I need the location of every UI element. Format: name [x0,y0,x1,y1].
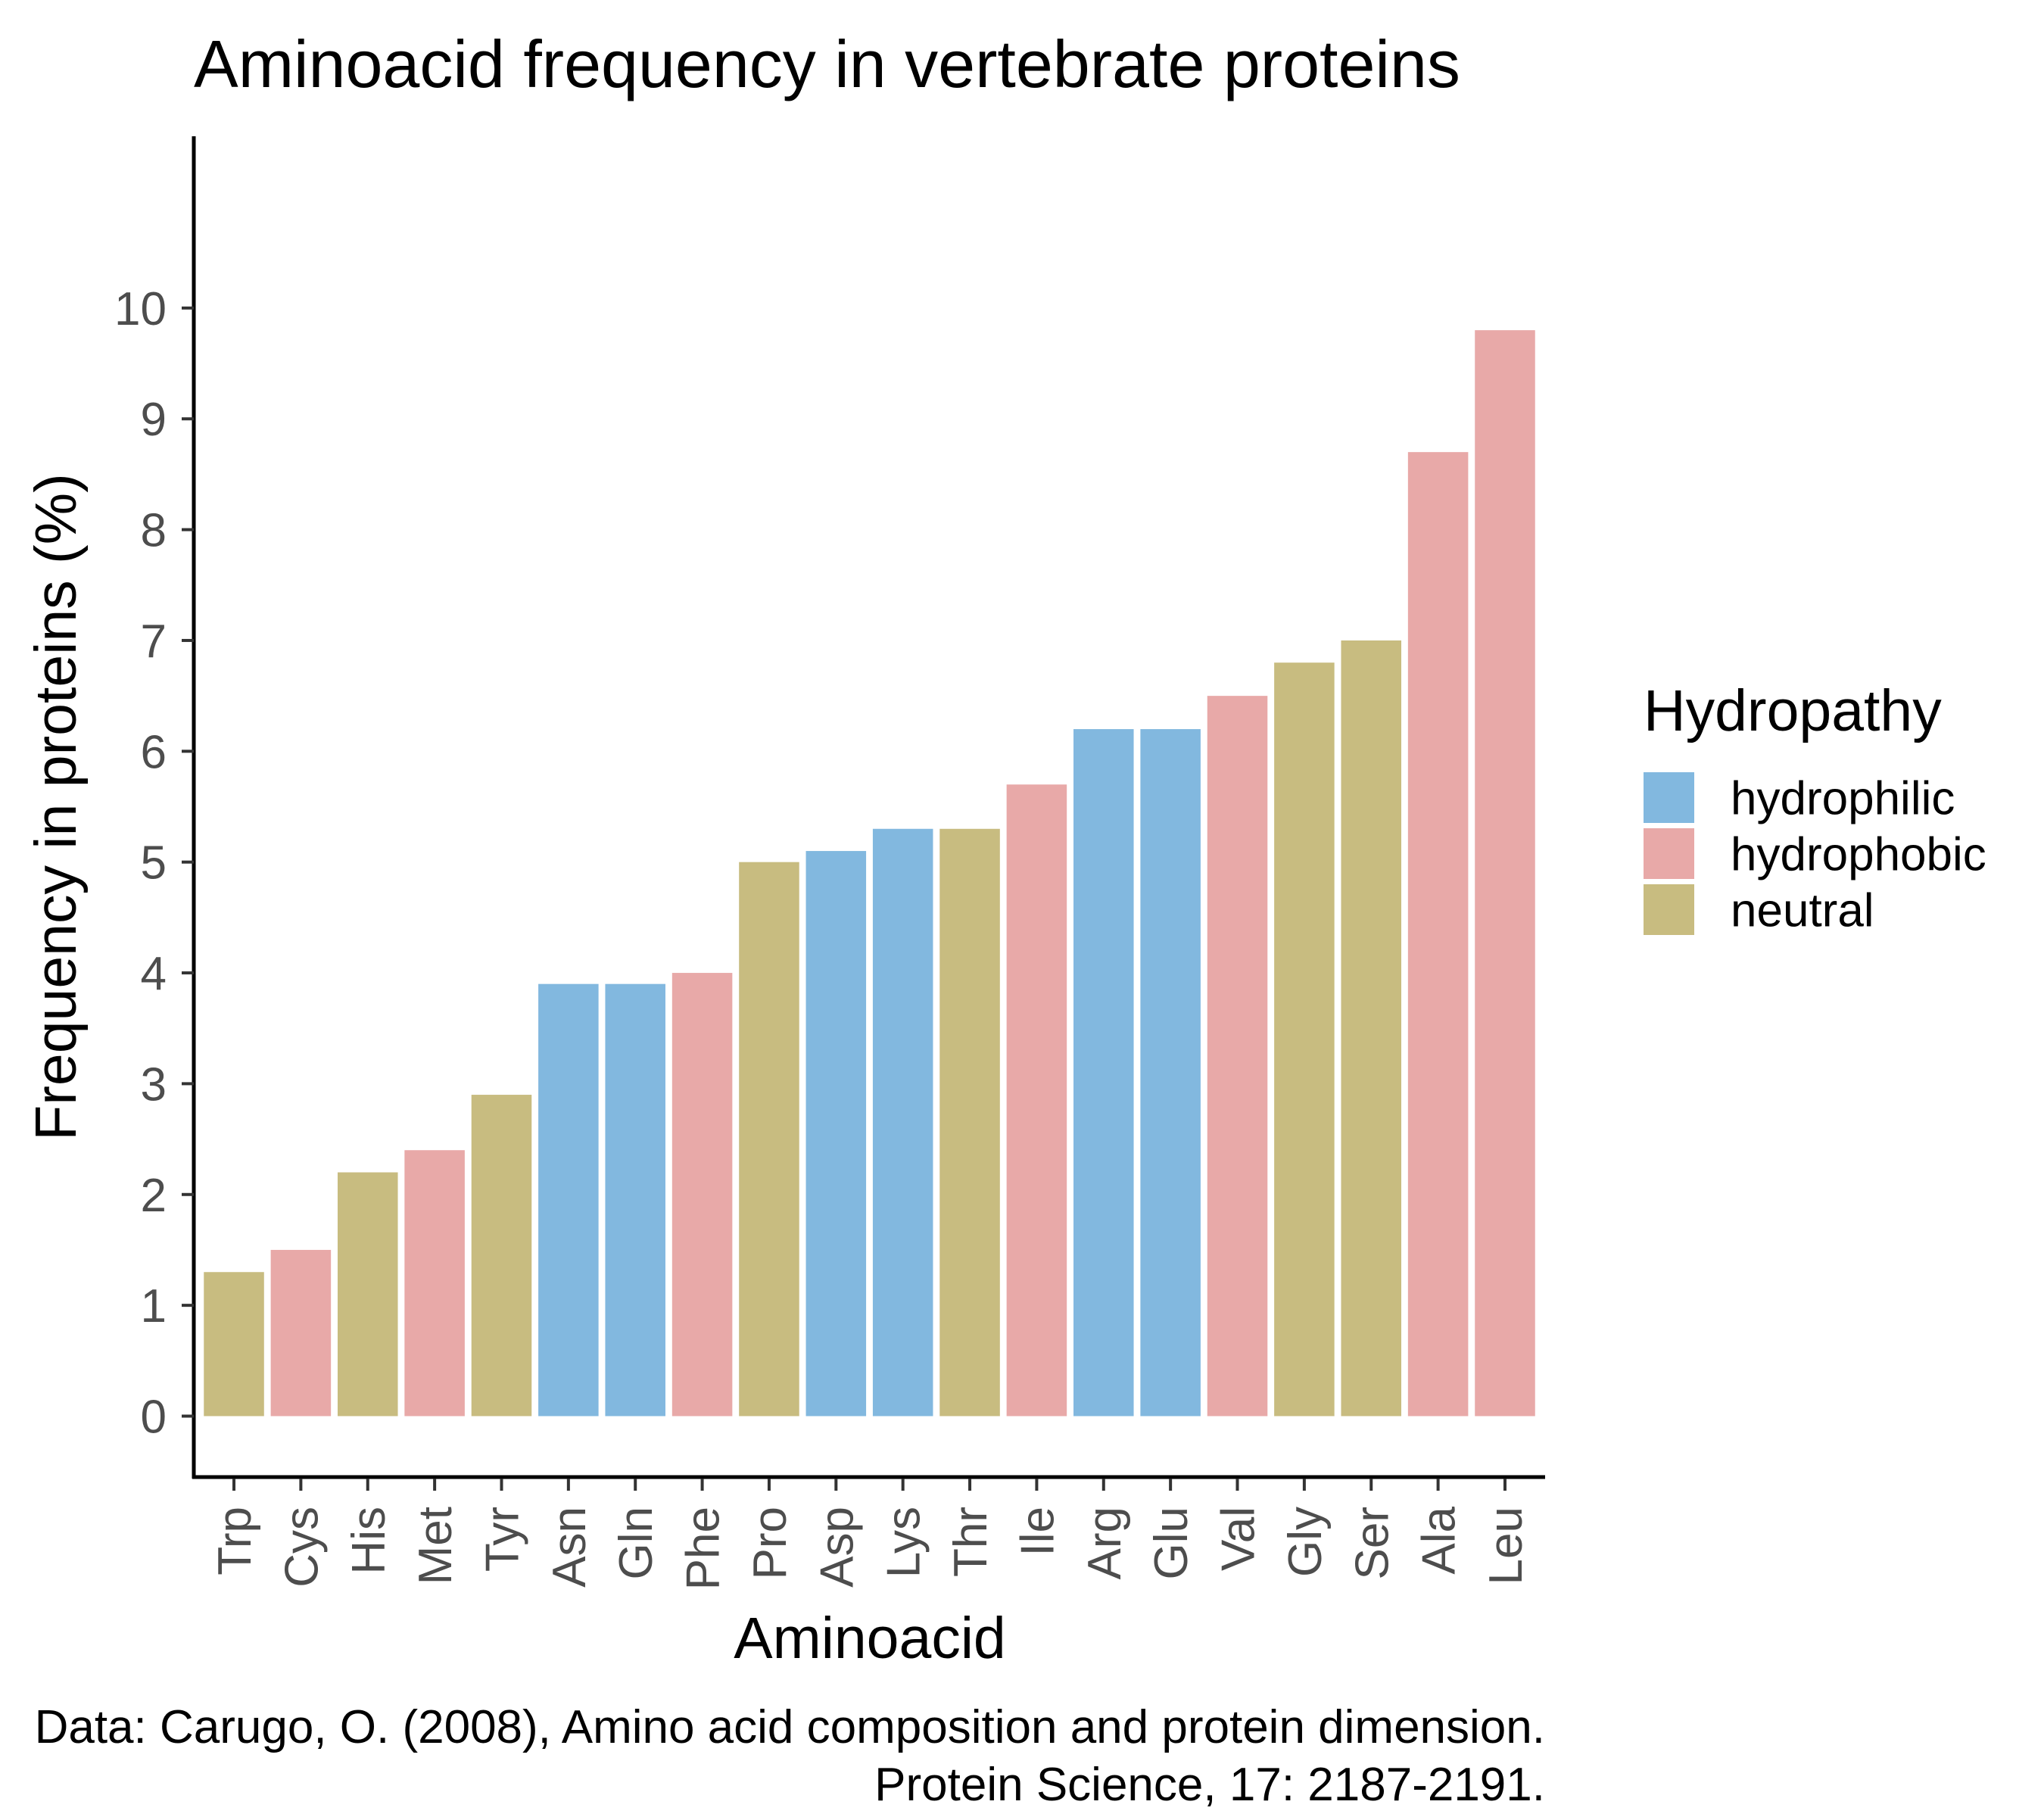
y-tick-label-5: 5 [141,837,167,890]
y-tick-label-9: 9 [141,394,167,446]
x-tick-label-ala: Ala [1413,1506,1466,1574]
x-tick-label-cys: Cys [276,1507,328,1588]
caption: Data: Carugo, O. (2008), Amino acid comp… [35,1701,1545,1811]
x-tick-label-gly: Gly [1279,1507,1332,1577]
x-axis-ticks: Trp Cys His Met Tyr Asn Gln Phe Pro Asp Lys Thr Ile A… [209,1479,1532,1590]
bar-gly [1274,662,1335,1417]
x-tick-label-trp: Trp [209,1507,261,1575]
x-tick-label-leu: Leu [1480,1507,1532,1585]
x-tick-label-val: Val [1213,1507,1265,1571]
y-tick-label-1: 1 [141,1280,167,1332]
bar-ile [1006,784,1067,1417]
bar-his [337,1172,398,1417]
x-tick-label-phe: Phe [678,1507,730,1590]
bar-asp [805,851,867,1417]
y-tick-label-2: 2 [141,1170,167,1222]
x-tick-label-lys: Lys [878,1507,930,1578]
bar-trp [204,1272,264,1417]
caption-line-2: Protein Science, 17: 2187-2191. [874,1759,1545,1811]
bar-cys [270,1249,332,1417]
bar-ala [1407,452,1469,1417]
chart-title: Aminoacid frequency in vertebrate protei… [194,26,1460,101]
x-axis-title: Aminoacid [734,1606,1006,1671]
legend-label-hydrophobic: hydrophobic [1731,829,1986,881]
x-tick-label-arg: Arg [1079,1507,1131,1579]
y-tick-label-6: 6 [141,726,167,778]
legend-key-hydrophilic [1644,772,1694,823]
bar-glu [1140,729,1201,1417]
y-axis-ticks: 0 1 2 3 4 5 6 7 8 9 10 [114,283,194,1444]
x-tick-label-his: His [343,1507,395,1575]
y-tick-label-8: 8 [141,505,167,557]
x-tick-label-ile: Ile [1011,1507,1064,1556]
y-tick-label-10: 10 [114,283,167,335]
x-tick-label-met: Met [410,1507,462,1585]
bar-lys [872,828,933,1417]
y-tick-label-0: 0 [141,1392,167,1444]
y-tick-label-3: 3 [141,1058,167,1111]
legend-key-neutral [1644,884,1694,935]
x-tick-label-asn: Asn [544,1507,596,1588]
x-tick-label-asp: Asp [811,1507,863,1588]
x-tick-label-ser: Ser [1346,1507,1398,1579]
caption-line-1: Data: Carugo, O. (2008), Amino acid comp… [35,1701,1545,1753]
bar-gln [605,983,665,1417]
y-axis-title: Frequency in proteins (%) [23,473,89,1141]
legend-key-hydrophobic [1644,828,1694,879]
bar-arg [1073,729,1134,1417]
bar-tyr [471,1095,532,1417]
legend-label-hydrophilic: hydrophilic [1731,773,1955,825]
legend-title: Hydropathy [1644,678,1942,743]
bar-pro [739,862,799,1417]
x-tick-label-tyr: Tyr [476,1507,528,1572]
bar-leu [1475,330,1535,1417]
y-tick-label-4: 4 [141,948,167,1000]
x-tick-label-gln: Gln [610,1507,662,1579]
bar-val [1207,696,1268,1417]
bar-phe [671,973,733,1417]
x-tick-label-pro: Pro [744,1507,796,1579]
x-tick-label-thr: Thr [945,1507,997,1577]
legend-label-neutral: neutral [1731,885,1874,937]
y-tick-label-7: 7 [141,616,167,668]
bar-ser [1341,640,1402,1417]
bar-asn [538,983,599,1417]
bars-group [204,330,1535,1417]
x-tick-label-glu: Glu [1145,1507,1198,1579]
bar-met [404,1150,465,1417]
bar-thr [939,828,1000,1417]
